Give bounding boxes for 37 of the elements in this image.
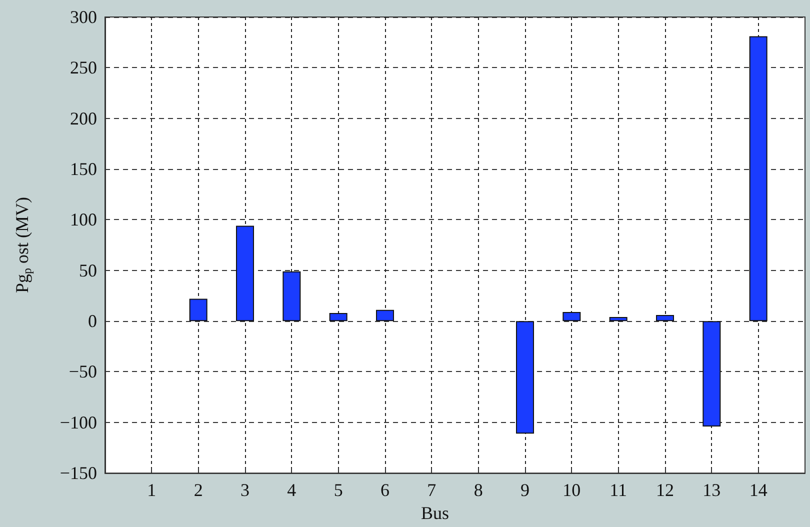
- bar: [376, 310, 394, 322]
- x-tick-label: 10: [562, 480, 581, 500]
- y-tick-label: 50: [79, 260, 97, 280]
- y-tick-label: −150: [60, 463, 97, 484]
- y-tick-label: 0: [88, 311, 97, 332]
- x-tick-label: 2: [194, 480, 203, 500]
- x-axis-title: Bus: [420, 503, 450, 523]
- y-tick-label: −100: [60, 412, 97, 432]
- bar: [749, 36, 768, 322]
- y-tick-label: 150: [70, 159, 97, 180]
- y-tick-label: 300: [70, 7, 97, 27]
- x-tick-label: 8: [474, 480, 483, 500]
- y-tick-label: −50: [68, 362, 97, 382]
- x-tick-label: 12: [656, 480, 674, 500]
- x-tick-label: 7: [427, 480, 436, 500]
- y-tick-label: 100: [70, 210, 97, 230]
- x-tick-label: 1: [147, 480, 156, 500]
- bar: [329, 312, 348, 322]
- x-tick-label: 11: [610, 480, 628, 500]
- y-tick-label: 200: [70, 108, 97, 128]
- x-tick-label: 4: [287, 480, 296, 500]
- x-tick-label: 9: [520, 480, 530, 500]
- y-axis-title: Pgp ost (MV): [12, 197, 34, 294]
- x-tick-label: 3: [240, 480, 250, 500]
- x-tick-label: 5: [334, 480, 343, 500]
- bar: [656, 314, 674, 322]
- bar: [609, 317, 628, 322]
- y-tick-label: 250: [70, 58, 97, 78]
- bar: [516, 321, 534, 434]
- bar: [562, 312, 581, 322]
- x-tick-label: 14: [749, 480, 768, 500]
- bar: [189, 298, 208, 322]
- x-tick-label: 6: [380, 480, 390, 500]
- bar: [702, 321, 721, 426]
- x-tick-label: 13: [702, 480, 721, 500]
- bar: [236, 226, 254, 322]
- bar: [282, 271, 301, 322]
